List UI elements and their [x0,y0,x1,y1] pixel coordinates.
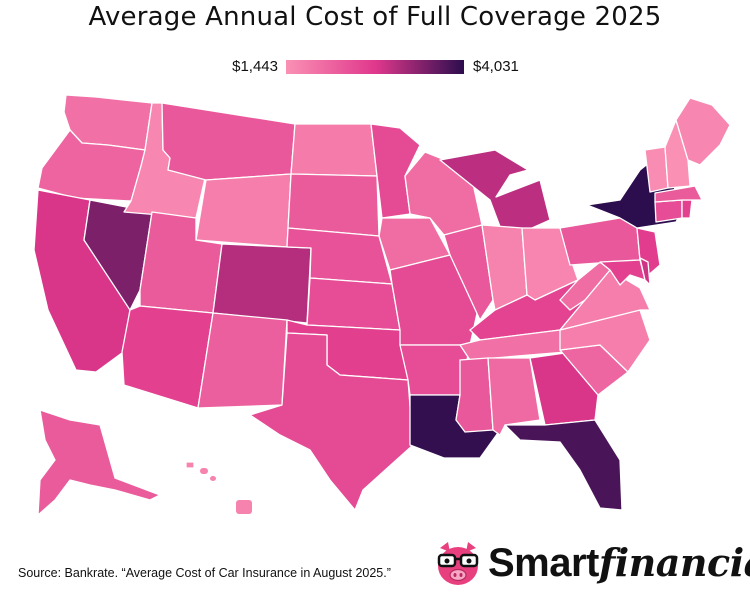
logo-word-financial: financial [598,540,750,585]
hawaii-island-2 [210,476,216,481]
legend-max-label: $4,031 [473,58,519,75]
hawaii-island-3 [236,500,252,514]
state-north-dakota [290,123,378,177]
state-mississippi [455,357,494,433]
state-colorado [212,243,312,324]
state-south-dakota [287,173,380,237]
hawaii-island-1 [200,468,208,474]
state-delaware [639,257,651,286]
state-wyoming [195,173,292,248]
state-michigan [439,149,551,241]
state-arizona [121,305,214,409]
state-pennsylvania [559,217,641,266]
state-florida [504,419,623,511]
state-kansas [306,277,401,331]
logo-wordmark: Smartfinancial [488,540,750,586]
state-illinois [443,224,494,321]
smartfinancial-logo: Smartfinancial [432,536,750,592]
state-iowa [378,217,451,271]
color-legend: $1,443 $4,031 [0,58,750,78]
logo-word-smart: Smart [488,541,599,585]
legend-gradient-bar [286,60,464,74]
source-note: Source: Bankrate. “Average Cost of Car I… [18,566,391,580]
state-montana [161,102,296,181]
pig-with-glasses-icon [437,542,479,585]
state-massachusetts [654,185,703,203]
state-maine [675,97,731,166]
map-title: Average Annual Cost of Full Coverage 202… [88,2,662,32]
state-new-hampshire [664,119,691,189]
state-rhode-island [681,199,693,219]
state-hawaii [185,461,195,469]
state-alaska [37,409,161,516]
state-texas [249,332,414,511]
state-connecticut [654,199,683,223]
legend-min-label: $1,443 [232,58,278,75]
state-new-mexico [197,312,288,409]
